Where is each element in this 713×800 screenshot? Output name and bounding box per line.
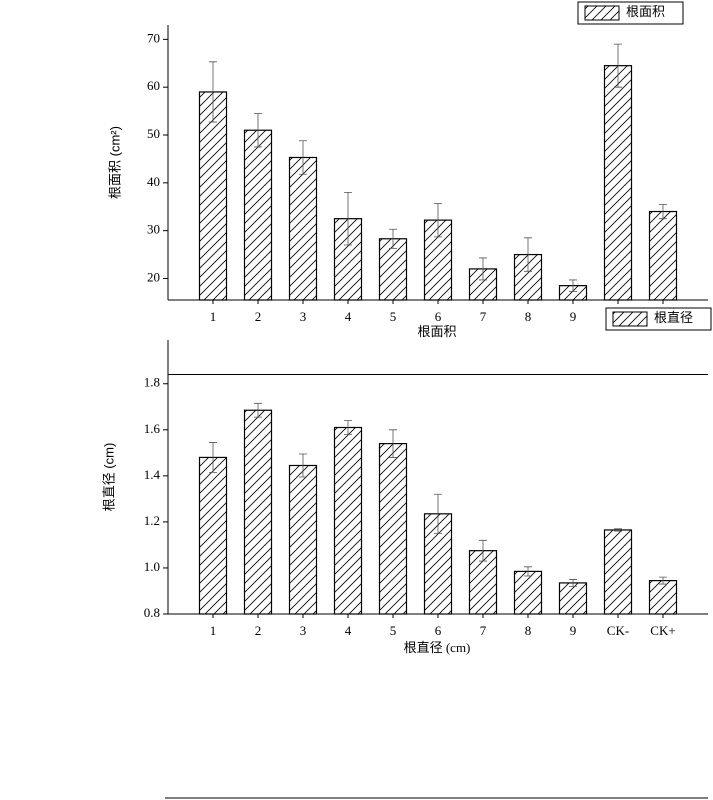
x-tick-label: 1 <box>210 623 217 638</box>
x-tick-label: 8 <box>525 623 532 638</box>
y-tick-label: 1.0 <box>144 559 160 574</box>
x-tick-label: 2 <box>255 623 262 638</box>
error-bar <box>524 566 532 577</box>
error-bar <box>344 420 352 435</box>
bar <box>558 582 588 615</box>
x-tick-label: 7 <box>480 309 487 324</box>
legend-swatch <box>584 5 620 21</box>
bar <box>648 210 678 301</box>
y-tick-label: 60 <box>147 78 160 93</box>
error-bar <box>614 528 622 532</box>
error-bar <box>299 140 307 175</box>
error-bar <box>209 442 217 473</box>
x-tick-label: 6 <box>435 623 442 638</box>
legend-label: 根直径 <box>654 310 693 325</box>
x-tick-label: 9 <box>570 623 577 638</box>
y-axis-label: 根直径 (cm) <box>101 443 116 512</box>
x-tick-label: 5 <box>390 623 397 638</box>
x-tick-label: 8 <box>525 309 532 324</box>
error-bar <box>659 576 667 585</box>
error-bar <box>389 228 397 249</box>
error-bar <box>569 279 577 292</box>
bar <box>333 426 363 615</box>
x-tick-label: 4 <box>345 623 352 638</box>
x-tick-label: CK- <box>607 623 629 638</box>
x-tick-label: 7 <box>480 623 487 638</box>
error-bar <box>344 191 352 246</box>
error-bar <box>434 493 442 534</box>
legend-label: 根面积 <box>626 4 665 19</box>
error-bar <box>479 539 487 562</box>
bar <box>243 409 273 615</box>
x-tick-label: 2 <box>255 309 262 324</box>
y-tick-label: 30 <box>147 222 160 237</box>
x-tick-label: 3 <box>300 309 307 324</box>
legend-swatch <box>612 311 648 327</box>
bar <box>378 238 408 301</box>
bar <box>378 443 408 615</box>
y-tick-label: 20 <box>147 269 160 284</box>
y-tick-label: 1.8 <box>144 375 160 390</box>
error-bar <box>389 429 397 458</box>
error-bar <box>299 453 307 478</box>
x-axis-label: 根直径 (cm) <box>404 640 471 655</box>
error-bar <box>209 61 217 123</box>
y-tick-label: 1.6 <box>144 421 161 436</box>
error-bar <box>569 579 577 587</box>
bar <box>243 129 273 301</box>
bar <box>288 156 318 301</box>
bar <box>603 529 633 615</box>
y-tick-label: 1.4 <box>144 467 161 482</box>
y-axis-label: 根面积 (cm²) <box>107 126 122 199</box>
bar <box>288 464 318 615</box>
error-bar <box>659 203 667 220</box>
y-tick-label: 70 <box>147 30 160 45</box>
error-bar <box>254 113 262 148</box>
x-tick-label: 1 <box>210 309 217 324</box>
bar <box>648 580 678 615</box>
y-tick-label: 50 <box>147 126 160 141</box>
bar <box>198 456 228 615</box>
y-tick-label: 40 <box>147 174 160 189</box>
bar <box>603 65 633 301</box>
x-tick-label: 4 <box>345 309 352 324</box>
x-axis-label: 根面积 <box>417 324 456 339</box>
y-tick-label: 1.2 <box>144 513 160 528</box>
bar <box>513 570 543 615</box>
x-tick-label: 9 <box>570 309 577 324</box>
y-tick-label: 0.8 <box>144 605 160 620</box>
error-bar <box>524 237 532 272</box>
x-tick-label: 3 <box>300 623 307 638</box>
x-tick-label: 5 <box>390 309 397 324</box>
x-tick-label: 6 <box>435 309 442 324</box>
error-bar <box>479 257 487 281</box>
x-tick-label: CK+ <box>650 623 675 638</box>
error-bar <box>434 202 442 238</box>
bar <box>198 91 228 301</box>
error-bar <box>254 402 262 418</box>
error-bar <box>614 43 622 88</box>
